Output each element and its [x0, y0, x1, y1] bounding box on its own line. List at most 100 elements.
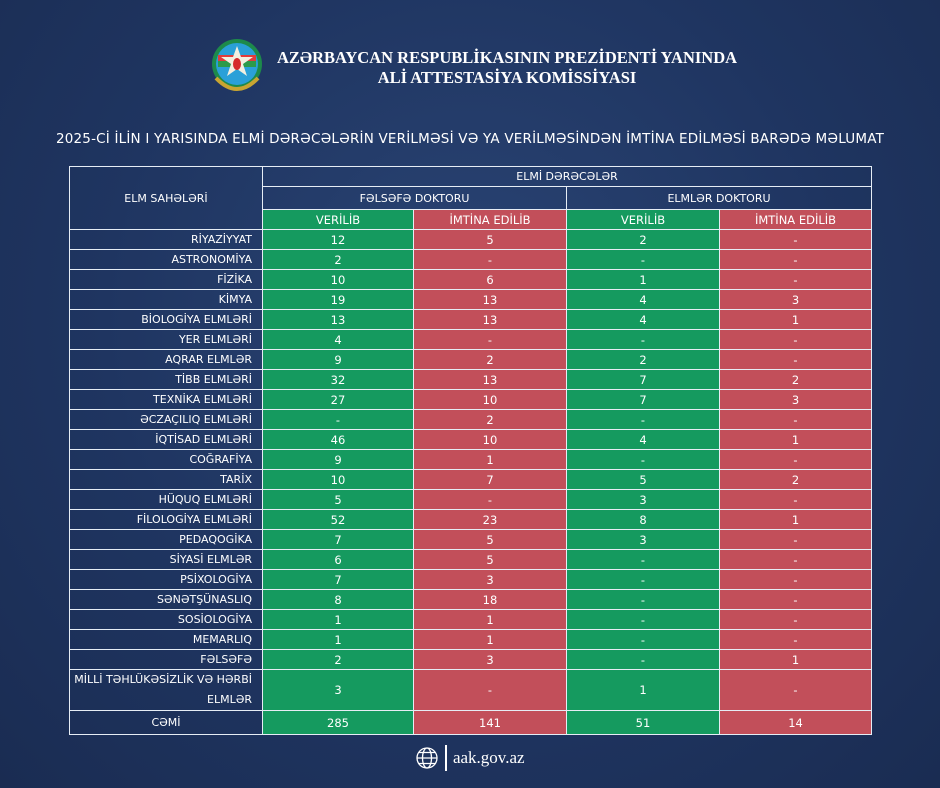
- value-cell: -: [413, 249, 567, 270]
- field-name: İQTİSAD ELMLƏRİ: [69, 429, 263, 450]
- value-cell: 2: [566, 229, 720, 250]
- value-cell: 141: [413, 710, 567, 735]
- degree-header-phd: FƏLSƏFƏ DOKTORU: [262, 186, 567, 210]
- org-line-1: AZƏRBAYCAN RESPUBLİKASININ PREZİDENTİ YA…: [276, 48, 738, 67]
- value-cell: 5: [413, 229, 567, 250]
- field-name: FİLOLOGİYA ELMLƏRİ: [69, 509, 263, 530]
- field-name: CƏMİ: [69, 710, 263, 735]
- value-cell: 1: [566, 669, 720, 711]
- value-cell: -: [718, 629, 873, 650]
- value-cell: 5: [413, 549, 567, 570]
- value-cell: 46: [262, 429, 414, 450]
- value-cell: 9: [262, 449, 414, 470]
- table-row: PSİXOLOGİYA 7 3- -: [69, 569, 873, 590]
- field-name: FİZİKA: [69, 269, 263, 290]
- field-name: ƏCZAÇILIQ ELMLƏRİ: [69, 409, 263, 430]
- subheader-granted: VERİLİB: [262, 209, 414, 230]
- value-cell: 19: [262, 289, 414, 310]
- header: AZƏRBAYCAN RESPUBLİKASININ PREZİDENTİ YA…: [210, 38, 750, 98]
- value-cell: 2: [262, 649, 414, 670]
- value-cell: -: [718, 489, 873, 510]
- value-cell: 12: [262, 229, 414, 250]
- value-cell: 1: [413, 629, 567, 650]
- footer: aak.gov.az: [0, 745, 940, 771]
- value-cell: -: [566, 569, 720, 590]
- value-cell: 3: [718, 389, 873, 410]
- field-name: MİLLİ TƏHLÜKƏSİZLİK VƏ HƏRBİ ELMLƏR: [69, 669, 263, 711]
- value-cell: 13: [413, 369, 567, 390]
- field-name: AQRAR ELMLƏR: [69, 349, 263, 370]
- value-cell: 10: [262, 469, 414, 490]
- value-cell: 18: [413, 589, 567, 610]
- field-name: HÜQUQ ELMLƏRİ: [69, 489, 263, 510]
- value-cell: -: [566, 249, 720, 270]
- value-cell: -: [566, 449, 720, 470]
- value-cell: -: [262, 409, 414, 430]
- field-name: COĞRAFİYA: [69, 449, 263, 470]
- table-row: SƏNƏTŞÜNASLIQ 8 18- -: [69, 589, 873, 610]
- field-name: KİMYA: [69, 289, 263, 310]
- table-row: KİMYA 19 13 4 3: [69, 289, 873, 310]
- value-cell: 7: [413, 469, 567, 490]
- value-cell: 5: [262, 489, 414, 510]
- value-cell: 23: [413, 509, 567, 530]
- value-cell: -: [413, 669, 567, 711]
- value-cell: -: [413, 329, 567, 350]
- value-cell: -: [718, 409, 873, 430]
- value-cell: 3: [413, 649, 567, 670]
- table-row: İQTİSAD ELMLƏRİ 46 10 4 1: [69, 429, 873, 450]
- value-cell: 10: [413, 389, 567, 410]
- value-cell: 32: [262, 369, 414, 390]
- field-name: TEXNİKA ELMLƏRİ: [69, 389, 263, 410]
- value-cell: -: [718, 589, 873, 610]
- degrees-table: ELM SAHƏLƏRİ ELMİ DƏRƏCƏLƏR FƏLSƏFƏ DOKT…: [69, 166, 873, 735]
- value-cell: -: [566, 329, 720, 350]
- table-row: FİZİKA 10 6 1-: [69, 269, 873, 290]
- field-name: PEDAQOGİKA: [69, 529, 263, 550]
- column-header-fields: ELM SAHƏLƏRİ: [69, 166, 263, 230]
- website-link[interactable]: aak.gov.az: [452, 748, 525, 767]
- value-cell: 2: [413, 409, 567, 430]
- value-cell: -: [718, 669, 873, 711]
- value-cell: 3: [262, 669, 414, 711]
- value-cell: 7: [262, 529, 414, 550]
- value-cell: 5: [413, 529, 567, 550]
- field-name: SOSİOLOGİYA: [69, 609, 263, 630]
- value-cell: 13: [262, 309, 414, 330]
- value-cell: 1: [262, 609, 414, 630]
- table-row: MEMARLIQ 1 1- -: [69, 629, 873, 650]
- group-header: ELMİ DƏRƏCƏLƏR: [261, 166, 873, 187]
- globe-icon: [416, 747, 439, 769]
- value-cell: 3: [413, 569, 567, 590]
- table-row: YER ELMLƏRİ 4- - -: [69, 329, 873, 350]
- value-cell: 6: [413, 269, 567, 290]
- subheader-rejected: İMTİNA EDİLİB: [718, 209, 873, 230]
- field-name: YER ELMLƏRİ: [69, 329, 263, 350]
- value-cell: 6: [262, 549, 414, 570]
- value-cell: -: [718, 569, 873, 590]
- value-cell: 8: [566, 509, 720, 530]
- value-cell: 7: [566, 389, 720, 410]
- value-cell: 7: [566, 369, 720, 390]
- value-cell: -: [718, 449, 873, 470]
- value-cell: 4: [566, 289, 720, 310]
- value-cell: 1: [413, 609, 567, 630]
- degree-header-dsc: ELMLƏR DOKTORU: [565, 186, 873, 210]
- table-row: BİOLOGİYA ELMLƏRİ 13 13 4 1: [69, 309, 873, 330]
- value-cell: 10: [262, 269, 414, 290]
- azerbaijan-emblem-icon: [212, 39, 262, 91]
- value-cell: 8: [262, 589, 414, 610]
- value-cell: 2: [413, 349, 567, 370]
- value-cell: 14: [718, 710, 873, 735]
- value-cell: 13: [413, 289, 567, 310]
- value-cell: -: [566, 409, 720, 430]
- value-cell: 1: [262, 629, 414, 650]
- table-row: RİYAZİYYAT 12 5 2-: [69, 229, 873, 250]
- table-row: FİLOLOGİYA ELMLƏRİ 52 23 8 1: [69, 509, 873, 530]
- value-cell: 285: [262, 710, 414, 735]
- value-cell: -: [566, 649, 720, 670]
- value-cell: -: [718, 329, 873, 350]
- field-name: MEMARLIQ: [69, 629, 263, 650]
- subheader-rejected: İMTİNA EDİLİB: [413, 209, 567, 230]
- value-cell: 13: [413, 309, 567, 330]
